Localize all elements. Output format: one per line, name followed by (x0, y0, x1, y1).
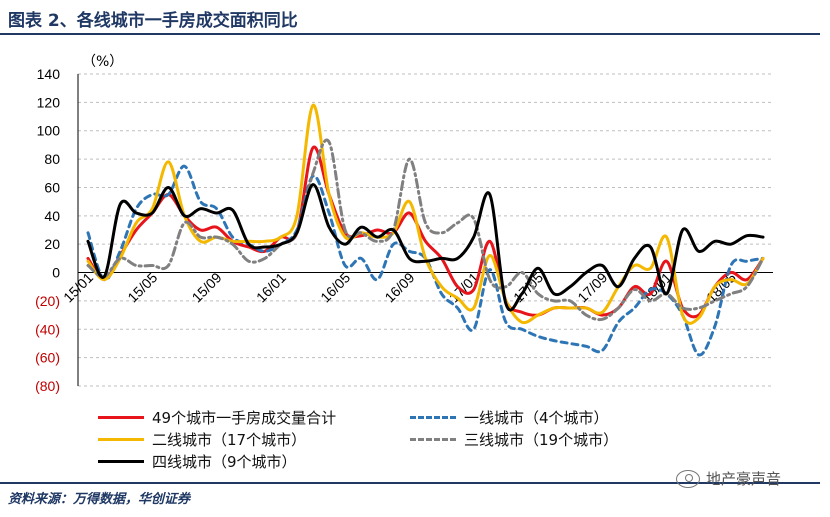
y-tick-label: 140 (37, 66, 61, 82)
wechat-icon (676, 469, 700, 488)
legend-label: 四线城市（9个城市） (152, 453, 297, 471)
series-line (86, 183, 765, 312)
x-tick-label: 15/09 (189, 269, 225, 305)
series-line (86, 138, 765, 322)
legend-label: 三线城市（19个城市） (464, 431, 619, 449)
x-tick-label: 16/01 (253, 269, 289, 305)
watermark: 地产豪声音 (676, 468, 781, 489)
y-tick-label: 20 (44, 236, 60, 252)
y-axis-label: （%） (82, 54, 123, 70)
y-tick-label: 120 (37, 94, 61, 110)
legend-item: 一线城市（4个城市） (410, 407, 609, 428)
footer-rule (0, 482, 820, 484)
x-tick-label: 16/05 (317, 269, 353, 305)
legend-label: 49个城市一手房成交量合计 (152, 409, 337, 427)
header-rule (0, 33, 820, 35)
legend-swatch (410, 416, 456, 419)
legend-swatch (98, 460, 144, 463)
y-tick-label: (60) (35, 350, 60, 366)
y-tick-label: 80 (44, 151, 60, 167)
legend-item: 49个城市一手房成交量合计 (98, 407, 336, 428)
y-tick-label: 40 (44, 208, 60, 224)
legend-swatch (98, 416, 144, 419)
legend-item: 四线城市（9个城市） (98, 451, 297, 472)
legend-item: 三线城市（19个城市） (410, 429, 618, 450)
legend-label: 一线城市（4个城市） (464, 409, 609, 427)
y-tick-label: (80) (35, 378, 60, 394)
y-tick-label: 0 (52, 265, 60, 281)
x-tick-label: 16/09 (381, 269, 417, 305)
x-tick-label: 17/09 (574, 269, 610, 305)
chart-title: 图表 2、各线城市一手房成交面积同比 (8, 11, 298, 31)
y-tick-label: (40) (35, 321, 60, 337)
legend-item: 二线城市（17个城市） (98, 429, 306, 450)
y-tick-label: 100 (37, 123, 61, 139)
series-line (86, 145, 765, 319)
source-note: 资料来源：万得数据，华创证券 (8, 492, 191, 507)
legend-label: 二线城市（17个城市） (152, 431, 307, 449)
legend-swatch (410, 438, 456, 441)
y-tick-label: 60 (44, 179, 60, 195)
line-chart: 140 120 100 80 60 40 20 0 (20) (40) (60) (80) （%） 15/… (35, 54, 773, 394)
series-line (86, 103, 765, 325)
x-tick-label: 15/05 (124, 269, 160, 305)
legend-swatch (98, 438, 144, 441)
watermark-text: 地产豪声音 (706, 470, 782, 488)
y-tick-label: (20) (35, 293, 60, 309)
